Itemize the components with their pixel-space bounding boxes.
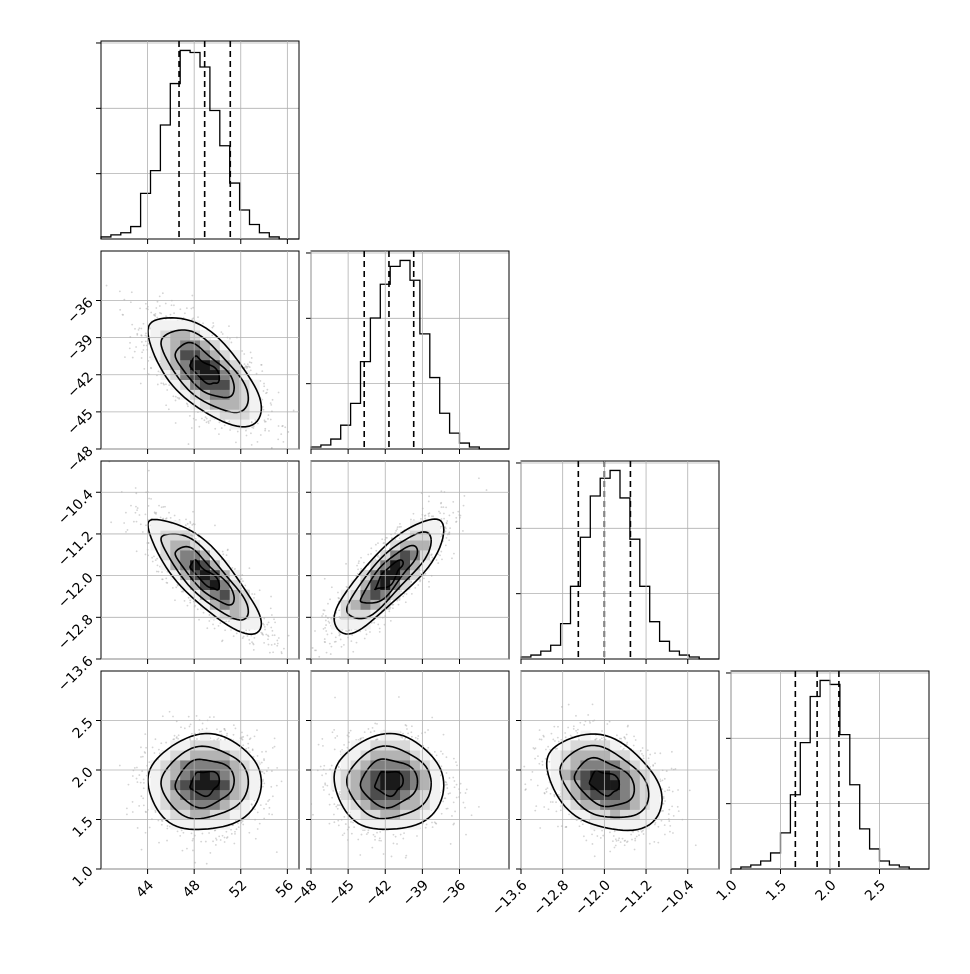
y-tick-label-1-3: −39 bbox=[64, 332, 96, 364]
grid-lines bbox=[521, 671, 719, 869]
grid-lines bbox=[311, 671, 509, 869]
histogram-panel-1 bbox=[306, 251, 509, 449]
grid-lines bbox=[521, 461, 688, 659]
x-tick-label-3-3: 2.5 bbox=[862, 877, 889, 904]
scatter-panel-0-2 bbox=[101, 461, 299, 680]
x-tick-label-2-1: −12.8 bbox=[531, 877, 573, 919]
grid-lines bbox=[101, 671, 299, 869]
x-tick-label-1-3: −39 bbox=[400, 877, 432, 909]
x-tick-label-0-0: 44 bbox=[133, 877, 157, 901]
y-tick-label-2-3: −11.2 bbox=[55, 528, 97, 570]
x-tick-label-3-1: 1.5 bbox=[763, 877, 790, 904]
scatter-panel-1-2 bbox=[303, 460, 509, 666]
histogram-panel-0 bbox=[96, 41, 299, 239]
x-tick-label-0-1: 48 bbox=[180, 877, 204, 901]
y-tick-label-3-3: 2.5 bbox=[70, 715, 97, 742]
y-tick-label-1-1: −45 bbox=[64, 406, 96, 438]
histogram-step-2 bbox=[521, 470, 719, 659]
y-tick-label-2-4: −10.4 bbox=[55, 487, 97, 529]
y-tick-label-2-1: −12.8 bbox=[55, 612, 97, 654]
histogram-step-1 bbox=[311, 260, 509, 449]
histogram-panel-2 bbox=[516, 461, 719, 659]
x-tick-label-1-4: −36 bbox=[437, 877, 469, 909]
y-tick-label-1-2: −42 bbox=[64, 369, 96, 401]
histogram-step-0 bbox=[101, 50, 299, 239]
x-tick-label-1-0: −48 bbox=[288, 877, 320, 909]
grid-lines bbox=[148, 41, 288, 239]
x-tick-label-2-0: −13.6 bbox=[489, 877, 531, 919]
scatter-panel-2-3 bbox=[521, 671, 728, 871]
x-tick-label-0-2: 52 bbox=[226, 877, 250, 901]
x-tick-label-1-2: −42 bbox=[363, 877, 395, 909]
y-tick-label-3-0: 1.0 bbox=[70, 863, 97, 890]
y-tick-label-3-2: 2.0 bbox=[70, 764, 97, 791]
x-tick-label-2-3: −11.2 bbox=[614, 877, 656, 919]
grid-lines bbox=[731, 671, 880, 869]
histogram-panel-3 bbox=[726, 671, 929, 869]
y-tick-label-3-1: 1.5 bbox=[70, 814, 97, 841]
x-tick-label-1-1: −45 bbox=[326, 877, 358, 909]
x-tick-label-3-0: 1.0 bbox=[714, 877, 741, 904]
x-tick-label-2-2: −12.0 bbox=[572, 877, 614, 919]
y-tick-label-2-2: −12.0 bbox=[55, 570, 97, 612]
y-tick-label-2-0: −13.6 bbox=[55, 653, 97, 695]
x-tick-label-2-4: −10.4 bbox=[656, 877, 698, 919]
panel-frame-0-0 bbox=[101, 41, 299, 239]
scatter-panel-0-1 bbox=[98, 251, 299, 465]
x-tick-label-3-2: 2.0 bbox=[813, 877, 840, 904]
grid-lines bbox=[311, 251, 460, 449]
y-tick-label-1-0: −48 bbox=[64, 443, 96, 475]
y-tick-label-1-4: −36 bbox=[64, 295, 96, 327]
